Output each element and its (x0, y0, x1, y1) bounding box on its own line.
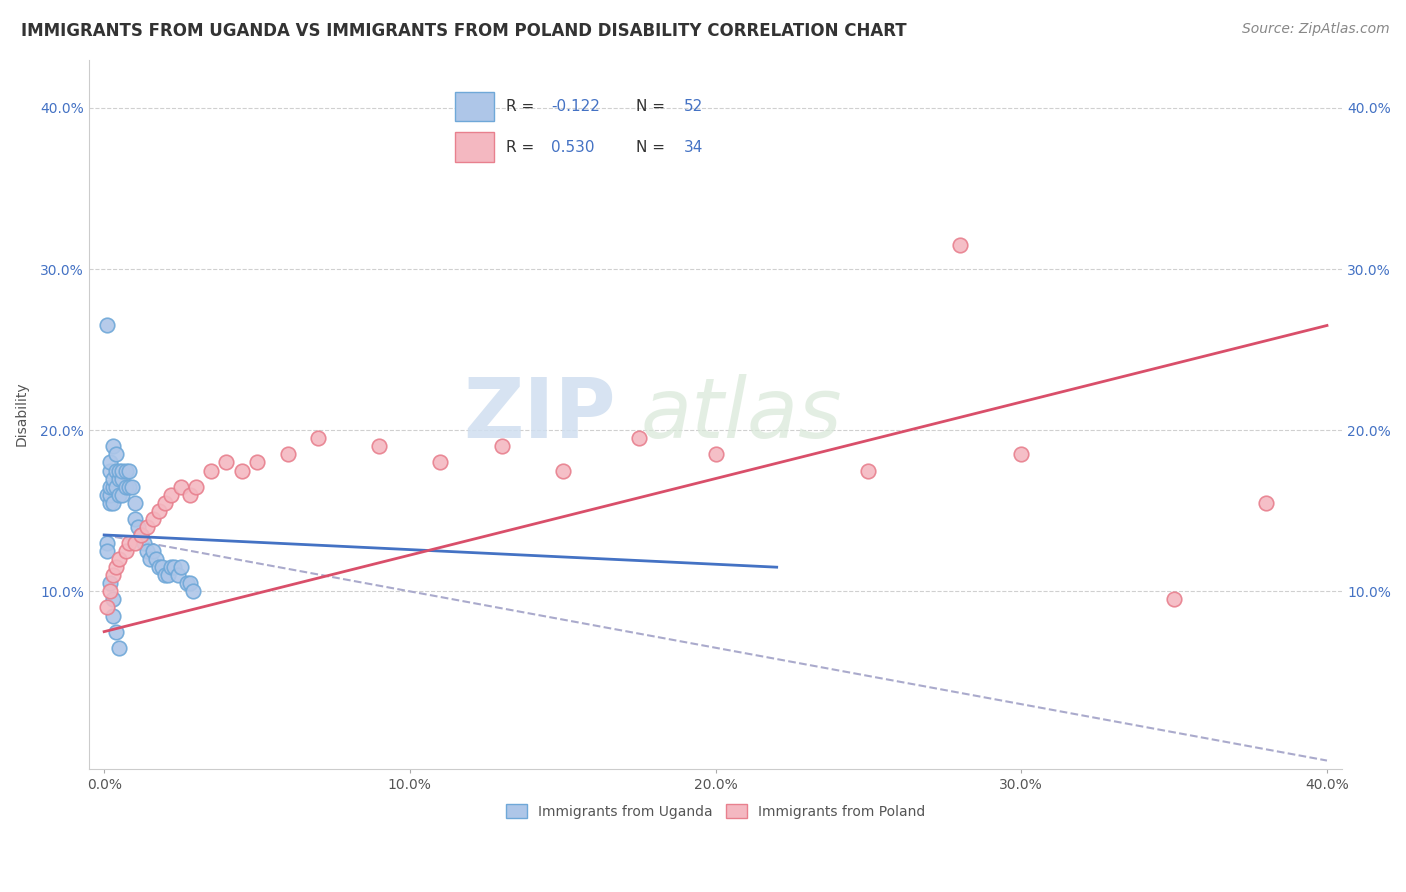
Point (111, 463, 134, 477)
Point (117, 480, 139, 494)
Point (98, 480, 121, 494)
Point (1254, 496, 1277, 510)
Point (124, 496, 146, 510)
Point (1010, 447, 1032, 461)
Point (114, 463, 136, 477)
Point (169, 480, 191, 494)
Point (96, 318, 118, 333)
Point (179, 488, 201, 502)
Point (179, 576, 201, 591)
Point (98, 455, 121, 469)
Legend: Immigrants from Uganda, Immigrants from Poland: Immigrants from Uganda, Immigrants from … (499, 797, 932, 825)
Point (98, 584, 121, 599)
Point (103, 496, 125, 510)
Point (136, 544, 159, 558)
Point (231, 463, 253, 477)
Point (117, 536, 139, 550)
Point (858, 463, 880, 477)
Point (111, 488, 134, 502)
Point (139, 552, 162, 566)
Point (246, 455, 269, 469)
Point (148, 504, 170, 518)
Point (129, 528, 152, 542)
Point (98, 488, 121, 502)
Point (200, 463, 222, 477)
Point (176, 576, 198, 591)
Point (155, 496, 177, 510)
Point (103, 480, 125, 494)
Point (105, 463, 128, 477)
Point (160, 560, 183, 574)
Text: ZIP: ZIP (463, 374, 616, 455)
Point (108, 463, 131, 477)
Point (704, 447, 727, 461)
Point (148, 560, 170, 574)
Point (108, 640, 131, 655)
Point (145, 552, 167, 566)
Point (307, 431, 329, 445)
Point (491, 439, 513, 453)
Point (103, 592, 125, 607)
Point (160, 488, 183, 502)
Point (215, 455, 238, 469)
Text: Source: ZipAtlas.com: Source: ZipAtlas.com (1241, 22, 1389, 37)
Point (124, 536, 146, 550)
Point (136, 520, 159, 534)
Point (96, 488, 118, 502)
Point (111, 472, 134, 486)
Point (181, 584, 204, 599)
Point (105, 480, 128, 494)
Point (169, 560, 191, 574)
Point (1163, 592, 1185, 607)
Text: IMMIGRANTS FROM UGANDA VS IMMIGRANTS FROM POLAND DISABILITY CORRELATION CHART: IMMIGRANTS FROM UGANDA VS IMMIGRANTS FRO… (21, 22, 907, 40)
Point (96, 600, 118, 615)
Point (628, 431, 651, 445)
Point (103, 439, 125, 453)
Point (163, 560, 186, 574)
Point (157, 568, 180, 582)
Point (103, 568, 125, 582)
Point (429, 455, 451, 469)
Point (368, 439, 391, 453)
Point (114, 480, 136, 494)
Point (949, 238, 972, 252)
Point (142, 512, 165, 526)
Text: atlas: atlas (640, 374, 842, 455)
Point (105, 447, 128, 461)
Point (132, 536, 155, 550)
Point (105, 624, 128, 639)
Point (277, 447, 299, 461)
Point (150, 560, 173, 574)
Point (98, 576, 121, 591)
Y-axis label: Disability: Disability (15, 382, 30, 446)
Point (551, 463, 574, 477)
Point (127, 520, 149, 534)
Point (96, 536, 118, 550)
Point (108, 488, 131, 502)
Point (108, 552, 131, 566)
Point (98, 496, 121, 510)
Point (129, 528, 152, 542)
Point (117, 463, 139, 477)
Point (184, 480, 207, 494)
Point (121, 480, 143, 494)
Point (142, 544, 165, 558)
Point (103, 472, 125, 486)
Point (98, 463, 121, 477)
Point (96, 544, 118, 558)
Point (108, 472, 131, 486)
Point (124, 512, 146, 526)
Point (103, 608, 125, 623)
Point (114, 544, 136, 558)
Point (166, 568, 188, 582)
Point (105, 560, 128, 574)
Point (155, 568, 177, 582)
